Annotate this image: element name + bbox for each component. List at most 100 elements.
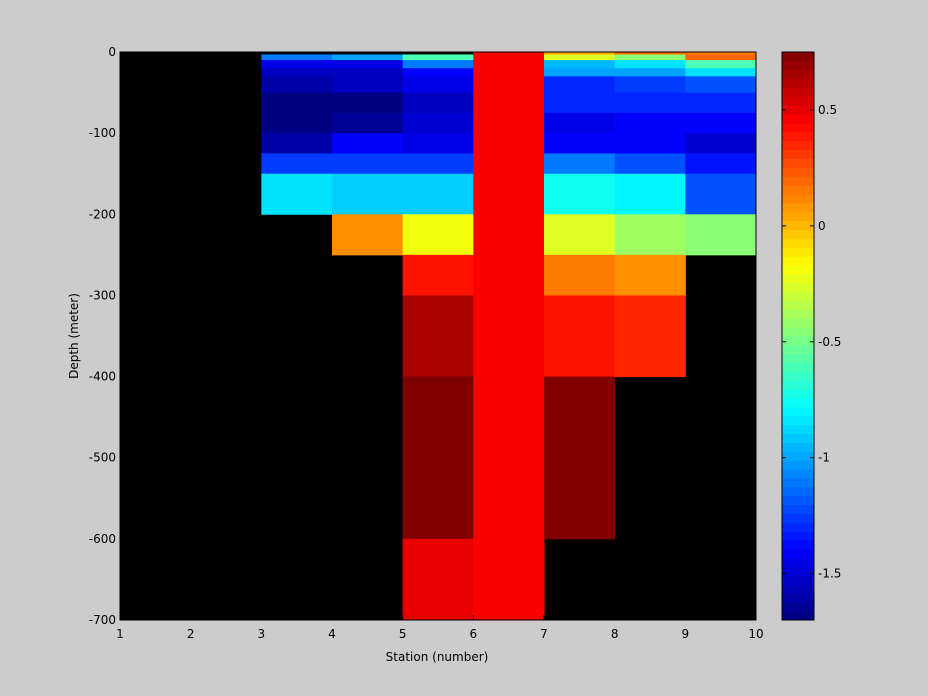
colorbar-segment xyxy=(782,176,814,186)
colorbar-segment xyxy=(782,389,814,399)
heatmap-cell xyxy=(685,68,757,77)
heatmap-cell xyxy=(685,112,757,134)
colorbar-segment xyxy=(782,424,814,435)
heatmap-cell xyxy=(544,68,616,77)
heatmap-cell xyxy=(473,173,545,215)
heatmap-cell xyxy=(614,173,686,215)
colorbar-segment xyxy=(782,282,814,293)
colorbar-segment xyxy=(782,362,814,372)
colorbar-tick-label: 0.5 xyxy=(818,103,837,117)
heatmap-cell xyxy=(402,376,474,459)
heatmap-cell xyxy=(473,68,545,77)
heatmap-cell xyxy=(261,60,333,69)
heatmap-cell xyxy=(473,112,545,134)
colorbar-segment xyxy=(782,469,814,479)
heatmap-cell xyxy=(544,254,616,296)
colorbar-tick-label: -1 xyxy=(818,451,830,465)
heatmap-cell xyxy=(685,153,757,175)
heatmap-cell xyxy=(402,60,474,69)
colorbar-segment xyxy=(782,557,814,568)
heatmap-cell xyxy=(473,538,545,621)
heatmap-cell xyxy=(332,112,404,134)
heatmap-plot xyxy=(119,51,757,621)
x-tick-label: 3 xyxy=(258,627,266,641)
heatmap-cell xyxy=(473,457,545,540)
x-tick-label: 10 xyxy=(748,627,763,641)
colorbar-segment xyxy=(782,96,814,106)
colorbar-segment xyxy=(782,442,814,452)
y-tick-label: -200 xyxy=(89,207,116,221)
colorbar-segment xyxy=(782,602,814,612)
colorbar-segment xyxy=(782,531,814,541)
heatmap-cell xyxy=(332,173,404,215)
heatmap-cell xyxy=(261,153,333,175)
heatmap-cell xyxy=(332,133,404,154)
colorbar-tick-label: -0.5 xyxy=(818,335,841,349)
heatmap-cell xyxy=(402,254,474,296)
colorbar-segment xyxy=(782,549,814,559)
heatmap-cell xyxy=(544,457,616,540)
x-tick-label: 8 xyxy=(611,627,619,641)
heatmap-cell xyxy=(544,133,616,154)
colorbar-segment xyxy=(782,575,814,585)
heatmap-cell xyxy=(614,52,686,55)
heatmap-cell xyxy=(332,153,404,175)
heatmap-cell xyxy=(614,76,686,94)
heatmap-cell xyxy=(473,295,545,378)
x-tick-label: 9 xyxy=(682,627,690,641)
heatmap-cell xyxy=(544,295,616,378)
heatmap-cell xyxy=(473,60,545,69)
colorbar-segment xyxy=(782,256,814,266)
y-tick-label: -700 xyxy=(89,613,116,627)
heatmap-cell xyxy=(685,54,757,61)
heatmap-cell xyxy=(685,92,757,114)
colorbar-segment xyxy=(782,478,814,488)
colorbar-segment xyxy=(782,202,814,213)
y-tick-label: -400 xyxy=(89,370,116,384)
colorbar-segment xyxy=(782,566,814,577)
heatmap-cell xyxy=(544,52,616,55)
heatmap-cell xyxy=(544,92,616,114)
x-tick-label: 5 xyxy=(399,627,407,641)
y-tick-label: -100 xyxy=(89,126,116,140)
heatmap-cell xyxy=(614,54,686,61)
colorbar-segment xyxy=(782,309,814,319)
colorbar-segment xyxy=(782,265,814,275)
heatmap-cell xyxy=(544,112,616,134)
colorbar-segment xyxy=(782,211,814,222)
colorbar-segment xyxy=(782,123,814,133)
colorbar-segment xyxy=(782,114,814,124)
colorbar-segment xyxy=(782,522,814,532)
heatmap-cell xyxy=(402,76,474,94)
heatmap-cell xyxy=(473,153,545,175)
heatmap-cell xyxy=(332,92,404,114)
heatmap-cell xyxy=(402,133,474,154)
colorbar-segment xyxy=(782,87,814,97)
colorbar-segment xyxy=(782,540,814,550)
colorbar-segment xyxy=(782,504,814,514)
heatmap-cell xyxy=(544,214,616,256)
heatmap-cell xyxy=(402,112,474,134)
colorbar-segment xyxy=(782,78,814,88)
heatmap-cell xyxy=(544,173,616,215)
colorbar-segment xyxy=(782,238,814,248)
heatmap-cell xyxy=(261,76,333,94)
heatmap-cell xyxy=(402,214,474,256)
colorbar-segment xyxy=(782,149,814,159)
colorbar-segment xyxy=(782,611,814,621)
heatmap-cell xyxy=(685,214,757,256)
colorbar-segment xyxy=(782,353,814,364)
colorbar-segment xyxy=(782,371,814,381)
heatmap-cell xyxy=(402,538,474,621)
heatmap-cell xyxy=(614,92,686,114)
colorbar-segment xyxy=(782,415,814,426)
heatmap-cell xyxy=(614,153,686,175)
heatmap-cell xyxy=(614,133,686,154)
heatmap-cell xyxy=(685,52,757,55)
heatmap-cell xyxy=(402,295,474,378)
heatmap-cell xyxy=(614,214,686,256)
heatmap-cell xyxy=(544,76,616,94)
colorbar-frame xyxy=(781,51,815,621)
x-axis: 1 2 3 4 5 6 7 8 9 10 xyxy=(116,615,764,641)
